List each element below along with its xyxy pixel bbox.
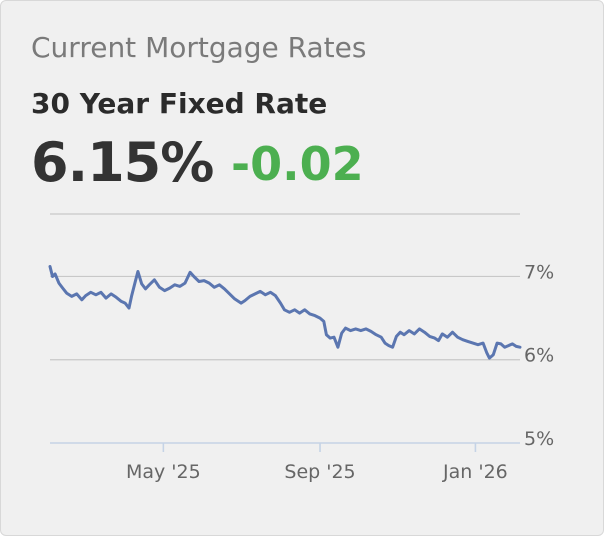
widget-title: Current Mortgage Rates [31, 31, 367, 64]
rate-change-value: -0.02 [231, 137, 364, 191]
current-rate-value: 6.15% [31, 131, 214, 194]
x-tick-label: Jan '26 [442, 461, 508, 483]
x-tick-label: May '25 [126, 461, 201, 483]
y-tick-label: 5% [524, 428, 554, 450]
rate-name: 30 Year Fixed Rate [31, 87, 328, 120]
x-tick-label: Sep '25 [284, 461, 355, 483]
y-tick-label: 6% [524, 345, 554, 367]
y-tick-label: 7% [524, 261, 554, 283]
series-line [48, 265, 522, 360]
